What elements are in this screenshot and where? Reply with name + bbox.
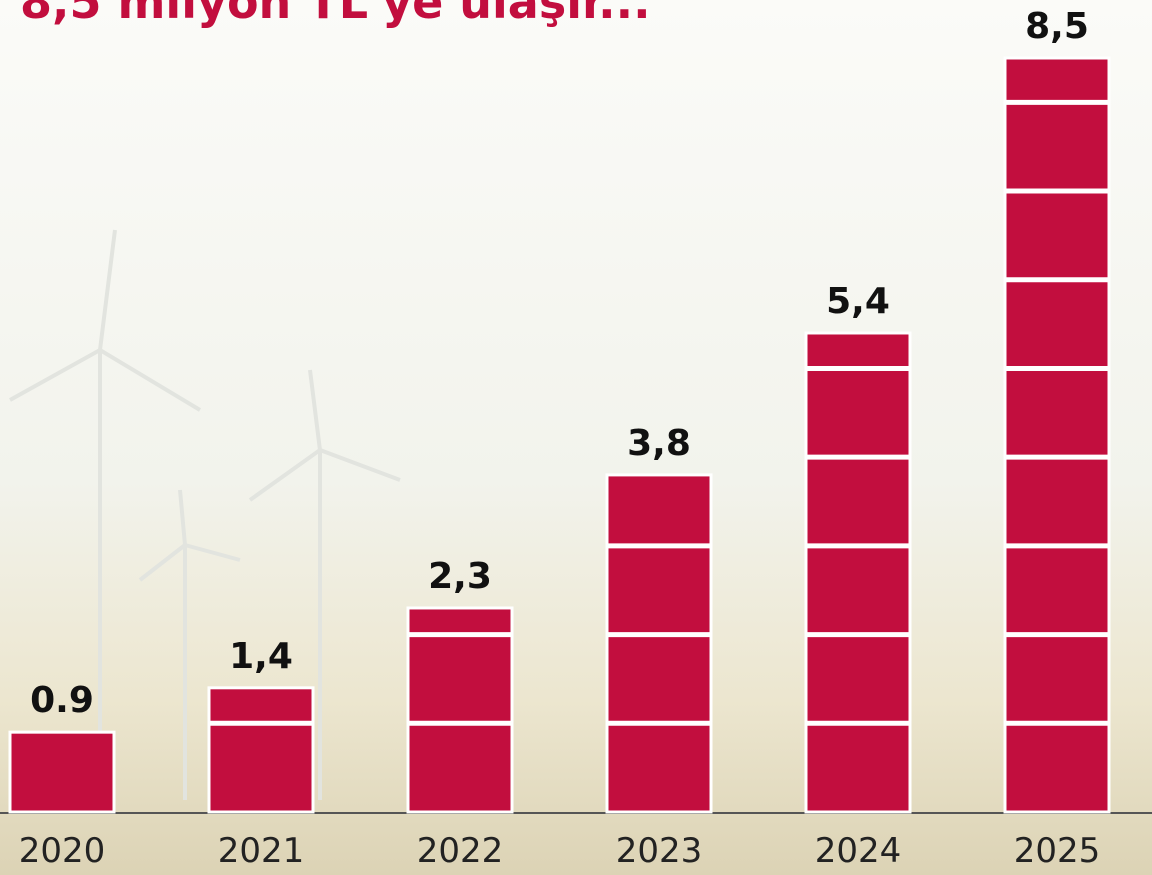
bar (1003, 56, 1111, 814)
turbines (9, 229, 401, 800)
x-tick-label: 2022 (417, 831, 504, 871)
value-label: 8,5 (1025, 6, 1089, 47)
x-tick-label: 2021 (218, 831, 305, 871)
value-label: 0.9 (30, 680, 94, 721)
chart-title: 8,5 milyon TL'ye ulaşır... (20, 0, 651, 29)
x-tick-label: 2025 (1014, 831, 1101, 871)
bar (8, 730, 116, 814)
value-label: 3,8 (627, 423, 691, 464)
x-tick-label: 2024 (815, 831, 902, 871)
bar (605, 473, 713, 814)
value-label: 5,4 (826, 281, 890, 322)
bar (406, 606, 514, 814)
bar (804, 331, 912, 814)
x-tick-label: 2023 (616, 831, 703, 871)
value-label: 2,3 (428, 556, 492, 597)
bar (207, 686, 315, 814)
x-tick-label: 2020 (19, 831, 106, 871)
value-label: 1,4 (229, 636, 293, 677)
